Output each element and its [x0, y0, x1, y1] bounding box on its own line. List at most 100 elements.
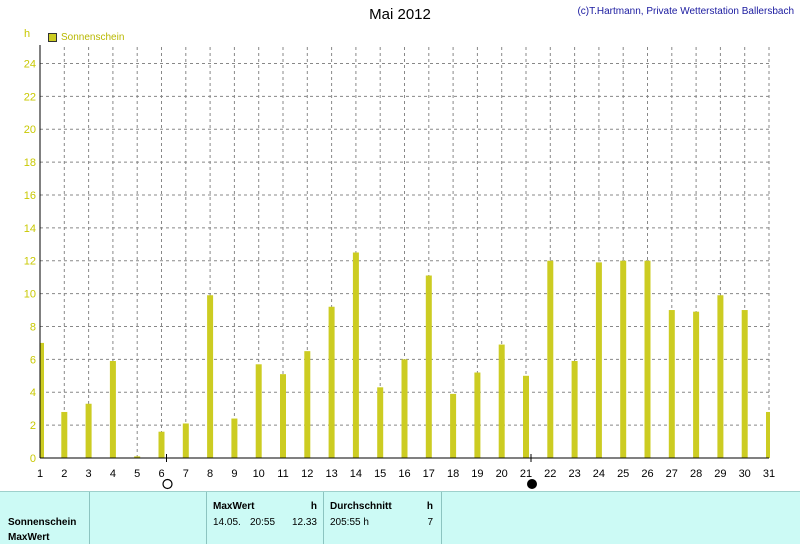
bar-day-6: [158, 431, 165, 458]
x-tick-label: 28: [690, 468, 702, 480]
maxwert-value: 12.33: [291, 517, 317, 528]
bar-day-3: [85, 403, 92, 458]
x-tick-label: 1: [37, 468, 43, 480]
maxwert-date: 14.05.: [213, 517, 241, 528]
bar-day-14: [352, 252, 359, 458]
row-label-sonnenschein: Sonnenschein: [8, 517, 77, 528]
bar-day-31: [766, 411, 770, 458]
x-tick-label: 30: [739, 468, 751, 480]
y-tick-label: 20: [24, 124, 36, 136]
x-tick-label: 16: [398, 468, 410, 480]
bar-day-30: [741, 310, 748, 458]
bar-day-27: [668, 310, 675, 458]
bar-day-20: [498, 344, 505, 458]
x-tick-label: 22: [544, 468, 556, 480]
x-tick-label: 3: [86, 468, 92, 480]
bar-day-15: [377, 387, 384, 458]
y-tick-label: 6: [30, 354, 36, 366]
x-tick-label: 21: [520, 468, 532, 480]
x-tick-label: 15: [374, 468, 386, 480]
y-tick-label: 2: [30, 420, 36, 432]
x-tick-label: 2: [61, 468, 67, 480]
x-tick-label: 13: [325, 468, 337, 480]
bars: [40, 252, 770, 458]
bar-day-23: [571, 361, 578, 458]
y-tick-label: 12: [24, 256, 36, 268]
bar-day-5: [134, 456, 141, 458]
bar-day-10: [255, 364, 262, 458]
maxwert-cell: MaxWert h 14.05. 20:55 12.33: [207, 492, 324, 544]
x-tick-label: 5: [134, 468, 140, 480]
x-tick-label: 31: [763, 468, 775, 480]
x-tick-label: 12: [301, 468, 313, 480]
x-tick-label: 20: [496, 468, 508, 480]
bar-day-11: [280, 374, 286, 458]
legend-label: Sonnenschein: [61, 31, 125, 43]
x-tick-label: 27: [666, 468, 678, 480]
y-tick-label: 0: [30, 453, 36, 465]
x-tick-label: 23: [568, 468, 580, 480]
bar-day-22: [547, 260, 554, 458]
y-tick-label: 14: [24, 223, 36, 235]
y-tick-label: 10: [24, 289, 36, 301]
bar-day-26: [644, 260, 651, 458]
x-tick-label: 29: [714, 468, 726, 480]
bar-day-16: [401, 359, 408, 458]
average-value: 7: [427, 517, 433, 528]
y-tick-label: 24: [24, 58, 36, 70]
bar-day-13: [328, 306, 335, 458]
y-tick-label: 16: [24, 190, 36, 202]
empty-cell: [90, 492, 207, 544]
bar-day-18: [450, 393, 457, 458]
x-tick-label: 6: [158, 468, 164, 480]
x-tick-label: 24: [593, 468, 605, 480]
bar-day-25: [620, 260, 627, 458]
bar-day-8: [207, 295, 214, 458]
statistics-table: Sonnenschein MaxWert MaxWert h 14.05. 20…: [0, 491, 800, 544]
maxwert-unit: h: [310, 501, 317, 512]
row-label-cell: Sonnenschein MaxWert: [0, 492, 90, 544]
x-tick-label: 9: [231, 468, 237, 480]
bar-day-19: [474, 372, 481, 458]
axes: [39, 45, 769, 459]
bar-day-7: [182, 423, 189, 458]
x-tick-label: 10: [253, 468, 265, 480]
maxwert-time: 20:55: [250, 517, 276, 528]
x-tick-label: 4: [110, 468, 116, 480]
legend-swatch: [48, 32, 57, 42]
average-total: 205:55 h: [330, 517, 369, 528]
x-tick-label: 26: [641, 468, 653, 480]
bar-day-28: [693, 311, 700, 458]
bar-day-17: [425, 275, 432, 458]
x-tick-label: 7: [183, 468, 189, 480]
y-tick-label: 22: [24, 91, 36, 103]
row-label-maxwert: MaxWert: [8, 532, 50, 543]
chart-title: Mai 2012: [369, 6, 431, 23]
full-moon-icon: [162, 478, 173, 490]
bar-day-12: [304, 351, 311, 458]
legend: Sonnenschein: [48, 31, 124, 43]
y-tick-label: 4: [30, 387, 36, 399]
bar-day-1: [40, 342, 44, 458]
new-moon-icon: [527, 479, 537, 489]
x-tick-label: 17: [423, 468, 435, 480]
x-tick-label: 18: [447, 468, 459, 480]
y-axis-unit: h: [24, 28, 30, 40]
maxwert-header: MaxWert: [213, 501, 255, 512]
moon-phases: [162, 454, 537, 490]
x-tick-label: 25: [617, 468, 629, 480]
y-tick-label: 8: [30, 321, 36, 333]
bar-day-24: [595, 262, 602, 458]
average-header: Durchschnitt: [330, 501, 392, 512]
credit-text: (c)T.Hartmann, Private Wetterstation Bal…: [577, 6, 794, 17]
average-cell: Durchschnitt h 205:55 h 7: [324, 492, 442, 544]
average-unit: h: [426, 501, 433, 512]
bar-day-9: [231, 418, 238, 458]
bar-day-2: [61, 411, 68, 458]
x-tick-label: 11: [277, 468, 288, 480]
bar-day-29: [717, 295, 724, 458]
x-tick-label: 14: [350, 468, 362, 480]
bar-day-21: [523, 375, 529, 458]
